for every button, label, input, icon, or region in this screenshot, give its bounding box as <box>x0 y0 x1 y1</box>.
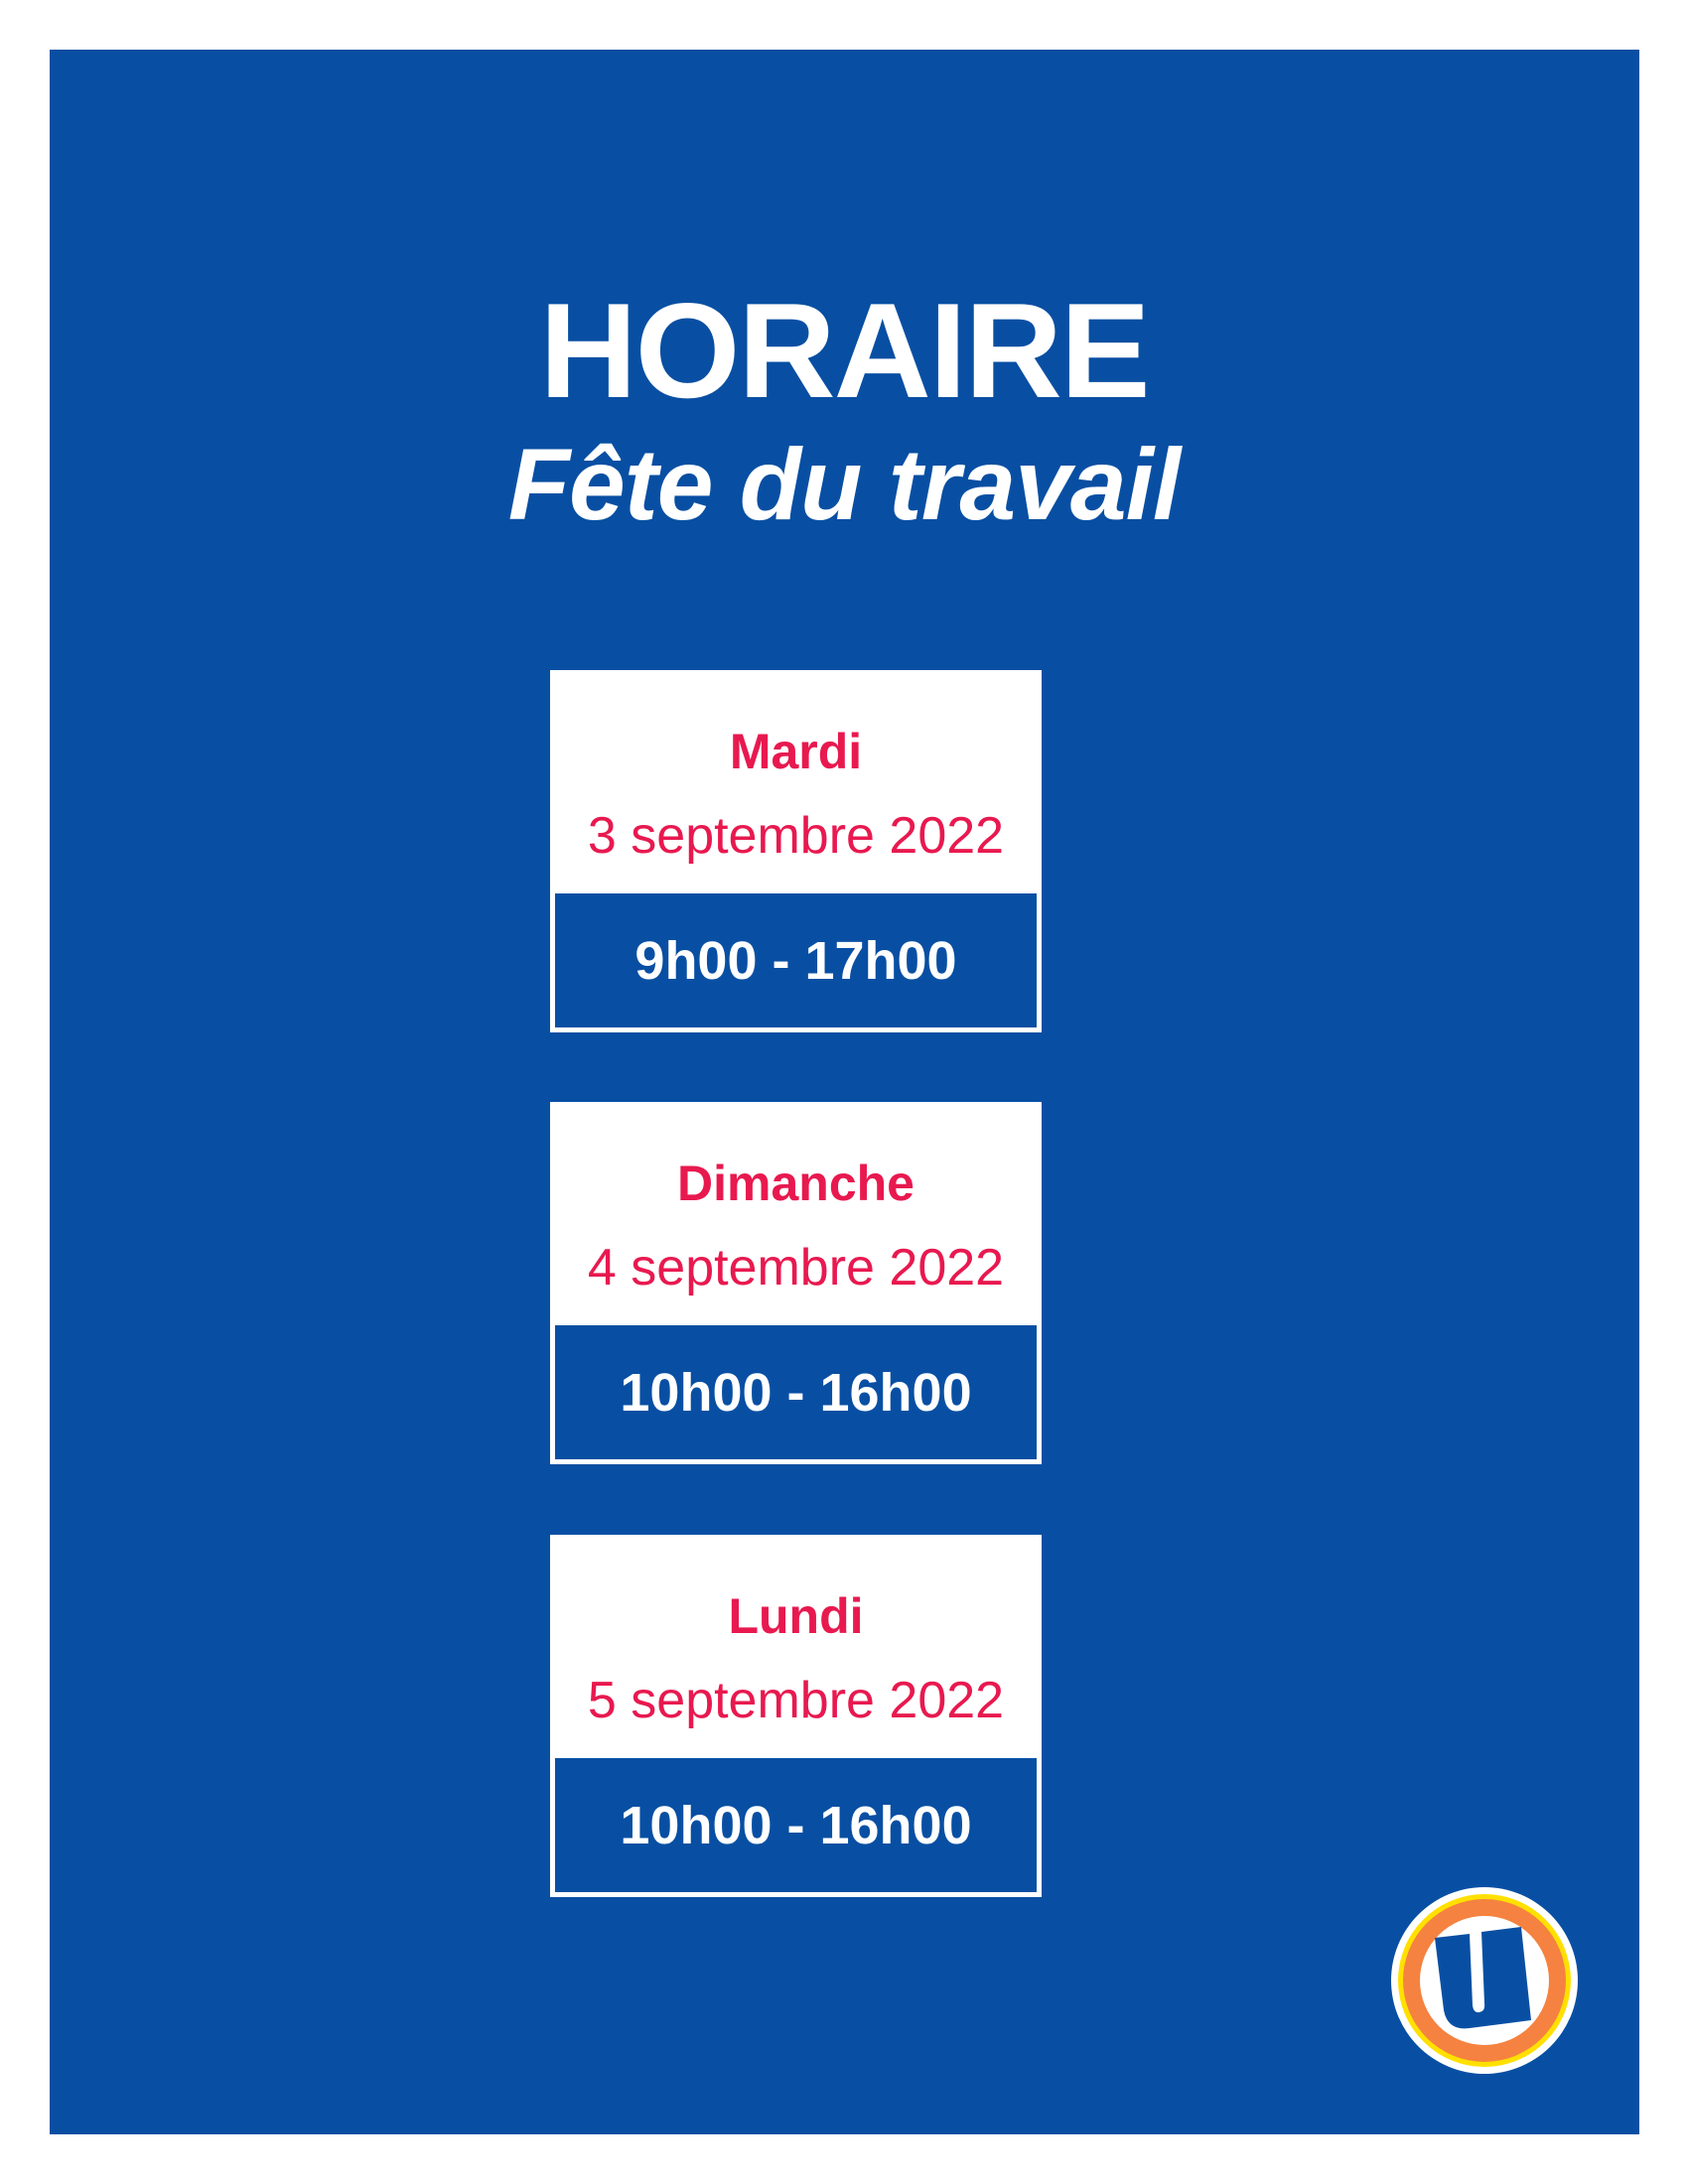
opening-hours: 9h00 - 17h00 <box>555 893 1037 1027</box>
day-date: 3 septembre 2022 <box>587 807 1005 865</box>
page-subtitle: Fête du travail <box>507 428 1182 541</box>
day-date: 4 septembre 2022 <box>587 1239 1005 1297</box>
schedule-card: Dimanche 4 septembre 2022 10h00 - 16h00 <box>550 1102 1042 1464</box>
opening-hours: 10h00 - 16h00 <box>555 1325 1037 1459</box>
day-date: 5 septembre 2022 <box>587 1672 1005 1729</box>
schedule-card: Mardi 3 septembre 2022 9h00 - 17h00 <box>550 670 1042 1032</box>
u-logo-icon <box>1391 1887 1578 2074</box>
schedule-card: Lundi 5 septembre 2022 10h00 - 16h00 <box>550 1535 1042 1897</box>
page-title: HORAIRE <box>539 275 1150 426</box>
opening-hours: 10h00 - 16h00 <box>555 1758 1037 1892</box>
day-name: Lundi <box>728 1588 864 1644</box>
day-name: Dimanche <box>677 1156 914 1211</box>
day-name: Mardi <box>729 724 863 779</box>
